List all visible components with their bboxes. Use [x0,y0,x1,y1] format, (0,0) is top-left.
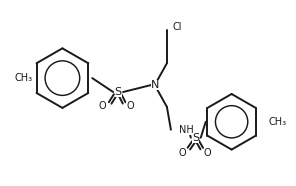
Text: O: O [204,147,212,158]
Text: Cl: Cl [173,23,182,33]
Text: O: O [178,147,186,158]
Text: CH₃: CH₃ [15,73,33,83]
Text: O: O [98,101,106,111]
Text: S: S [115,87,122,97]
Text: O: O [126,101,134,111]
Text: N: N [151,80,159,90]
Text: S: S [192,133,199,143]
Text: NH: NH [179,125,194,135]
Text: CH₃: CH₃ [268,117,287,127]
